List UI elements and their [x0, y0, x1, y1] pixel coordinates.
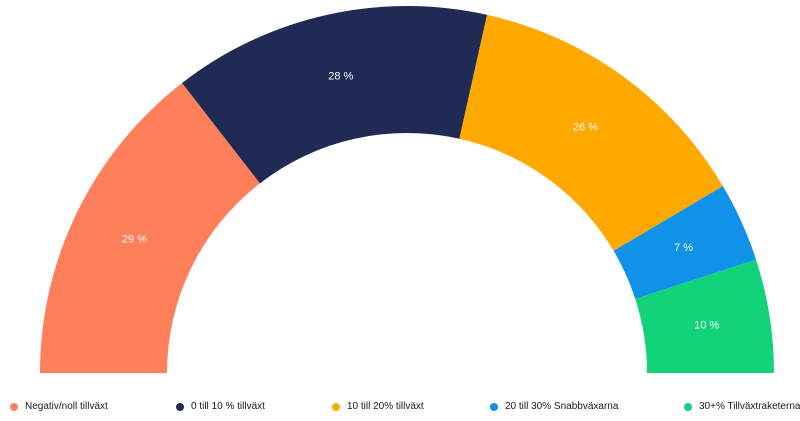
legend-swatch-1 — [10, 402, 18, 411]
legend-label-1: Negativ/noll tillväxt — [25, 401, 108, 412]
legend-swatch-5 — [684, 402, 692, 411]
legend-item-2[interactable]: 0 till 10 % tillväxt — [176, 401, 265, 412]
legend-label-5: 30+% Tillväxtraketerna — [699, 401, 800, 412]
legend-item-1[interactable]: Negativ/noll tillväxt — [10, 401, 108, 412]
slice-5[interactable] — [635, 259, 774, 373]
legend: Negativ/noll tillväxt 0 till 10 % tillväx… — [0, 401, 800, 421]
slice-2[interactable] — [182, 5, 488, 184]
slice-label-2: 28 % — [328, 71, 353, 83]
legend-item-5[interactable]: 30+% Tillväxtraketerna — [684, 401, 800, 412]
legend-swatch-2 — [176, 402, 184, 411]
slice-4[interactable] — [613, 186, 757, 299]
slice-label-3: 26 % — [573, 121, 598, 133]
slice-1[interactable] — [40, 83, 260, 373]
legend-label-2: 0 till 10 % tillväxt — [191, 401, 265, 412]
legend-label-4: 20 till 30% Snabbväxarna — [505, 401, 619, 412]
legend-item-4[interactable]: 20 till 30% Snabbväxarna — [490, 401, 618, 412]
slice-label-1: 29 % — [122, 233, 147, 245]
slice-3[interactable] — [459, 14, 723, 251]
slice-label-5: 10 % — [694, 319, 719, 331]
legend-swatch-4 — [490, 402, 498, 411]
legend-item-3[interactable]: 10 till 20% tillväxt — [332, 401, 424, 412]
semi-donut-chart: 29 % 28 % 26 % 7 % 10 % — [40, 5, 774, 373]
slice-labels: 29 % 28 % 26 % 7 % 10 % — [122, 71, 720, 332]
legend-swatch-3 — [332, 402, 340, 411]
legend-label-3: 10 till 20% tillväxt — [347, 401, 424, 412]
slice-label-4: 7 % — [674, 242, 693, 254]
slices — [40, 5, 774, 373]
